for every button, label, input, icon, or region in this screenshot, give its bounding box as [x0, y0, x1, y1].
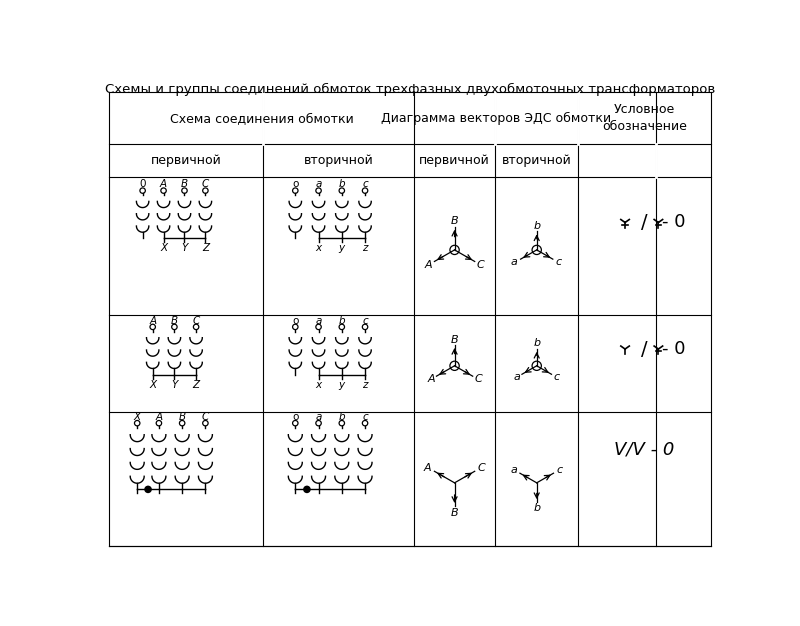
- Text: a: a: [513, 372, 520, 382]
- Text: C: C: [202, 180, 209, 190]
- Text: b: b: [338, 180, 345, 190]
- Text: o: o: [292, 316, 298, 326]
- Text: z: z: [362, 244, 368, 254]
- Text: A: A: [425, 260, 432, 270]
- Text: a: a: [510, 465, 517, 475]
- Text: Схемы и группы соединений обмоток трехфазных двухобмоточных трансформаторов: Схемы и группы соединений обмоток трехфа…: [105, 83, 715, 96]
- Text: A: A: [424, 463, 431, 473]
- Text: a: a: [511, 257, 518, 267]
- Text: o: o: [292, 180, 298, 190]
- Text: b: b: [338, 412, 345, 422]
- Text: C: C: [193, 316, 200, 326]
- Text: c: c: [556, 257, 562, 267]
- Text: c: c: [362, 412, 368, 422]
- Text: a: a: [315, 412, 322, 422]
- Text: y: y: [338, 379, 345, 389]
- Text: z: z: [362, 379, 368, 389]
- Text: - 0: - 0: [662, 213, 686, 232]
- Text: o: o: [292, 412, 298, 422]
- Text: Y: Y: [182, 244, 188, 254]
- Text: /: /: [641, 213, 648, 232]
- Text: C: C: [477, 260, 485, 270]
- Text: X: X: [149, 379, 156, 389]
- Circle shape: [145, 486, 151, 493]
- Text: B: B: [171, 316, 178, 326]
- Text: X: X: [160, 244, 167, 254]
- Text: первичной: первичной: [150, 154, 222, 167]
- Text: C: C: [474, 374, 482, 384]
- Text: A: A: [427, 374, 435, 384]
- Text: V/V - 0: V/V - 0: [614, 440, 674, 458]
- Text: первичной: первичной: [419, 154, 490, 167]
- Text: C: C: [478, 463, 486, 473]
- Text: Схема соединения обмотки: Схема соединения обмотки: [170, 111, 354, 125]
- Text: Y: Y: [171, 379, 178, 389]
- Text: Z: Z: [202, 244, 209, 254]
- Text: C: C: [202, 412, 209, 422]
- Text: c: c: [557, 465, 562, 475]
- Text: B: B: [181, 180, 188, 190]
- Text: A: A: [155, 412, 162, 422]
- Text: b: b: [533, 339, 540, 349]
- Text: x: x: [315, 379, 322, 389]
- Text: a: a: [315, 180, 322, 190]
- Text: b: b: [338, 316, 345, 326]
- Text: y: y: [338, 244, 345, 254]
- Text: B: B: [450, 215, 458, 225]
- Text: x: x: [315, 244, 322, 254]
- Text: вторичной: вторичной: [303, 154, 373, 167]
- Text: Z: Z: [193, 379, 200, 389]
- Text: B: B: [450, 335, 458, 345]
- Text: /: /: [641, 339, 648, 359]
- Text: c: c: [362, 180, 368, 190]
- Text: - 0: - 0: [662, 340, 686, 358]
- Text: вторичной: вторичной: [502, 154, 571, 167]
- Text: a: a: [315, 316, 322, 326]
- Text: A: A: [149, 316, 156, 326]
- Text: B: B: [178, 412, 186, 422]
- Text: B: B: [450, 508, 458, 518]
- Text: Условное
обозначение: Условное обозначение: [602, 103, 687, 133]
- Text: c: c: [362, 316, 368, 326]
- Text: c: c: [554, 372, 560, 382]
- Circle shape: [304, 486, 310, 493]
- Text: A: A: [160, 180, 167, 190]
- Text: b: b: [533, 221, 540, 231]
- Text: b: b: [533, 503, 540, 513]
- Text: 0: 0: [139, 180, 146, 190]
- Text: Диаграмма векторов ЭДС обмотки: Диаграмма векторов ЭДС обмотки: [381, 111, 611, 125]
- Text: X: X: [134, 412, 141, 422]
